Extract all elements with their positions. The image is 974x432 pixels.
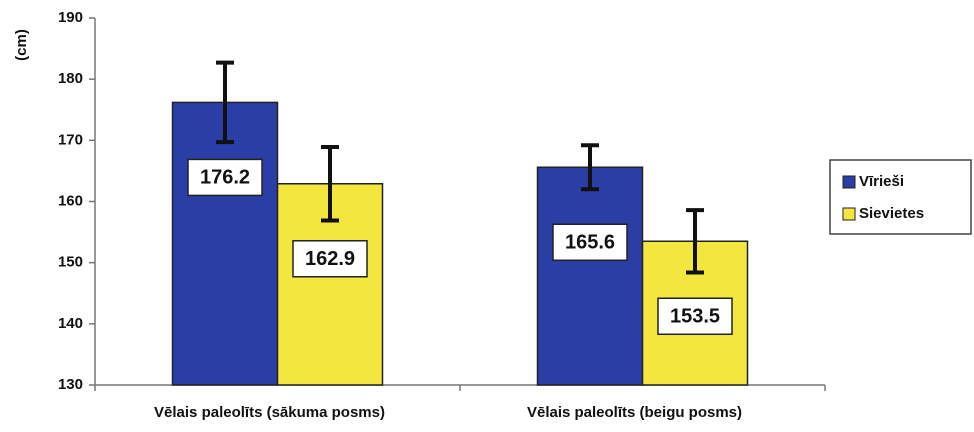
error-bar	[321, 145, 339, 223]
y-tick-label: 160	[58, 192, 83, 209]
bar	[171, 101, 279, 386]
y-tick-label: 180	[58, 70, 83, 87]
error-bar	[686, 208, 704, 275]
value-label-box	[552, 223, 628, 261]
y-tick-label: 190	[58, 9, 83, 26]
y-tick-label: 170	[58, 131, 83, 148]
value-label: 153.5	[670, 306, 720, 328]
y-tick-label: 150	[58, 254, 83, 271]
value-label-box	[657, 297, 733, 336]
value-label-box	[187, 158, 263, 197]
bar	[536, 166, 644, 386]
value-label: 176.2	[200, 167, 250, 189]
x-tick-label: Vēlais paleolīts (sākuma posms)	[154, 404, 385, 421]
y-tick-label: 130	[58, 376, 83, 393]
y-tick-label: 140	[58, 315, 83, 332]
y-axis-label: (cm)	[13, 29, 30, 61]
legend-swatch	[842, 207, 856, 221]
value-label: 165.6	[565, 232, 615, 254]
error-bar	[581, 143, 599, 192]
value-label: 162.9	[305, 248, 355, 270]
legend-box	[829, 159, 972, 235]
value-label-box	[292, 240, 368, 278]
legend-swatch	[842, 175, 856, 189]
legend-label: Sievietes	[859, 205, 924, 222]
x-tick-label: Vēlais paleolīts (beigu posms)	[527, 404, 742, 421]
legend-label: Vīrieši	[859, 173, 904, 190]
error-bar	[216, 60, 234, 145]
